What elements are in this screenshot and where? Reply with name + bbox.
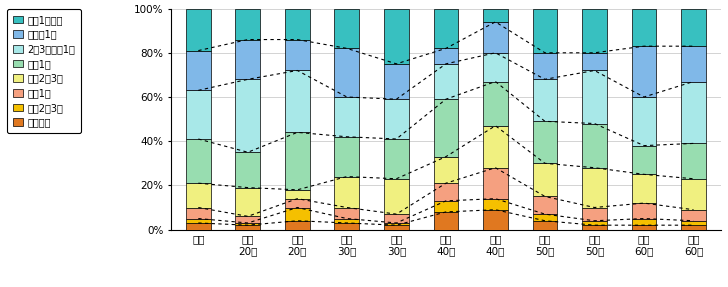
Bar <box>433 9 459 49</box>
Bar <box>681 82 706 144</box>
Bar <box>235 9 260 40</box>
Bar <box>285 199 309 208</box>
Bar <box>334 49 359 97</box>
Bar <box>285 40 309 71</box>
Bar <box>384 139 408 179</box>
Bar <box>235 188 260 216</box>
Bar <box>186 223 210 230</box>
Bar <box>483 168 508 199</box>
Bar <box>533 221 558 230</box>
Bar <box>384 214 408 223</box>
Bar <box>285 221 309 230</box>
Bar <box>334 137 359 177</box>
Bar <box>285 132 309 190</box>
Bar <box>483 210 508 230</box>
Bar <box>533 214 558 221</box>
Bar <box>235 79 260 152</box>
Bar <box>235 223 260 225</box>
Bar <box>533 79 558 121</box>
Bar <box>681 210 706 221</box>
Bar <box>681 144 706 179</box>
Bar <box>533 53 558 79</box>
Bar <box>186 51 210 90</box>
Bar <box>334 97 359 137</box>
Bar <box>582 168 607 208</box>
Bar <box>632 97 657 146</box>
Bar <box>186 208 210 219</box>
Bar <box>483 82 508 126</box>
Bar <box>334 177 359 208</box>
Bar <box>632 146 657 174</box>
Bar <box>235 40 260 79</box>
Bar <box>235 225 260 230</box>
Bar <box>483 53 508 82</box>
Bar <box>632 203 657 219</box>
Bar <box>285 9 309 40</box>
Bar <box>632 225 657 230</box>
Bar <box>186 183 210 208</box>
Bar <box>384 223 408 225</box>
Bar <box>433 99 459 157</box>
Bar <box>186 139 210 183</box>
Bar <box>334 219 359 223</box>
Bar <box>384 64 408 99</box>
Bar <box>582 53 607 71</box>
Bar <box>483 126 508 168</box>
Bar <box>632 9 657 46</box>
Bar <box>681 46 706 82</box>
Bar <box>483 22 508 53</box>
Bar <box>186 219 210 223</box>
Bar <box>582 221 607 225</box>
Bar <box>384 225 408 230</box>
Bar <box>681 225 706 230</box>
Bar <box>235 216 260 223</box>
Bar <box>285 208 309 221</box>
Bar <box>384 9 408 64</box>
Bar <box>186 9 210 51</box>
Bar <box>433 64 459 99</box>
Bar <box>433 212 459 230</box>
Bar <box>533 121 558 163</box>
Bar <box>433 183 459 201</box>
Bar <box>582 71 607 123</box>
Bar <box>632 46 657 97</box>
Bar <box>384 99 408 139</box>
Bar <box>533 163 558 197</box>
Bar <box>334 208 359 219</box>
Bar <box>334 223 359 230</box>
Bar <box>533 197 558 214</box>
Bar <box>582 225 607 230</box>
Bar <box>186 90 210 139</box>
Bar <box>533 9 558 53</box>
Bar <box>681 221 706 225</box>
Bar <box>681 179 706 210</box>
Bar <box>285 190 309 199</box>
Bar <box>483 9 508 22</box>
Bar <box>384 179 408 214</box>
Bar <box>433 201 459 212</box>
Bar <box>632 174 657 203</box>
Bar <box>433 157 459 183</box>
Bar <box>582 208 607 221</box>
Bar <box>285 71 309 132</box>
Bar <box>681 9 706 46</box>
Bar <box>334 9 359 49</box>
Bar <box>433 49 459 64</box>
Bar <box>582 123 607 168</box>
Bar <box>632 219 657 225</box>
Legend: 年に1回以下, 半年に1回, 2～3カ月に1回, 月に1回, 月に2～3回, 週に1回, 週に2～3回, ほぼ毎日: 年に1回以下, 半年に1回, 2～3カ月に1回, 月に1回, 月に2～3回, 週… <box>7 9 82 133</box>
Bar <box>483 199 508 210</box>
Bar <box>582 9 607 53</box>
Bar <box>235 152 260 188</box>
